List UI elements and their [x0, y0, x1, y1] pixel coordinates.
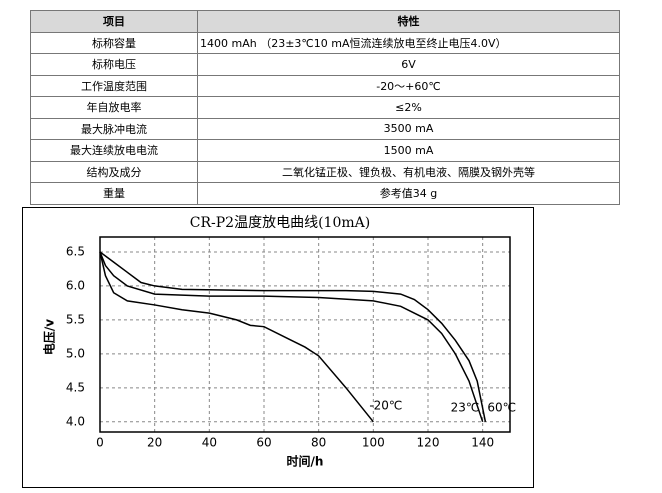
y-tick-label: 6.0 [66, 278, 85, 292]
y-tick-label: 5.5 [66, 312, 85, 326]
x-tick-label: 0 [96, 436, 104, 450]
table-row: 标称电压 6V [30, 53, 620, 76]
table-row: 工作温度范围 -20～+60℃ [30, 74, 620, 97]
table-cell: -20～+60℃ [197, 74, 620, 97]
table-row: 重量 参考值34 g [30, 182, 620, 205]
table-cell: 年自放电率 [30, 96, 198, 119]
table-cell: 标称电压 [30, 53, 198, 76]
table-cell: 6V [197, 53, 620, 76]
chart-title: CR-P2温度放电曲线(10mA) [190, 215, 370, 231]
table-cell: 二氧化锰正极、锂负极、有机电液、隔膜及钢外壳等 [197, 160, 620, 183]
table-body: 标称容量 1400 mAh （23±3℃10 mA恒流连续放电至终止电压4.0V）… [30, 31, 620, 205]
series-label: 60℃ [487, 400, 516, 414]
x-tick-label: 140 [471, 436, 494, 450]
x-tick-label: 100 [362, 436, 385, 450]
x-tick-label: 120 [417, 436, 440, 450]
x-tick-label: 40 [202, 436, 217, 450]
x-tick-label: 60 [256, 436, 271, 450]
series-label: -20℃ [369, 398, 402, 412]
header-row: 项目 特性 [30, 10, 620, 33]
y-tick-label: 4.5 [66, 380, 85, 394]
y-tick-label: 5.0 [66, 346, 85, 360]
table-row: 年自放电率 ≤2% [30, 96, 620, 119]
table-cell: 结构及成分 [30, 160, 198, 183]
x-axis-label: 时间/h [287, 454, 324, 469]
chart-border [22, 207, 534, 488]
y-tick-label: 4.0 [66, 414, 85, 428]
x-tick-label: 20 [147, 436, 162, 450]
table-row: 结构及成分 二氧化锰正极、锂负极、有机电液、隔膜及钢外壳等 [30, 160, 620, 183]
y-tick-label: 6.5 [66, 244, 85, 258]
spec-table: 项目 特性 标称容量 1400 mAh （23±3℃10 mA恒流连续放电至终止电… [30, 10, 620, 205]
series-label: 23℃ [451, 400, 480, 414]
x-tick-label: 80 [311, 436, 326, 450]
header-cell: 项目 [30, 10, 198, 33]
table-cell: ≤2% [197, 96, 620, 119]
table-cell: 参考值34 g [197, 182, 620, 205]
table-cell: 重量 [30, 182, 198, 205]
line-series [99, 251, 484, 423]
header-cell: 特性 [197, 10, 620, 33]
table-cell: 工作温度范围 [30, 74, 198, 97]
y-axis-label: 电压/v [42, 319, 57, 355]
plot-frame [99, 236, 511, 433]
line-series [99, 251, 374, 423]
line-series [99, 251, 487, 422]
